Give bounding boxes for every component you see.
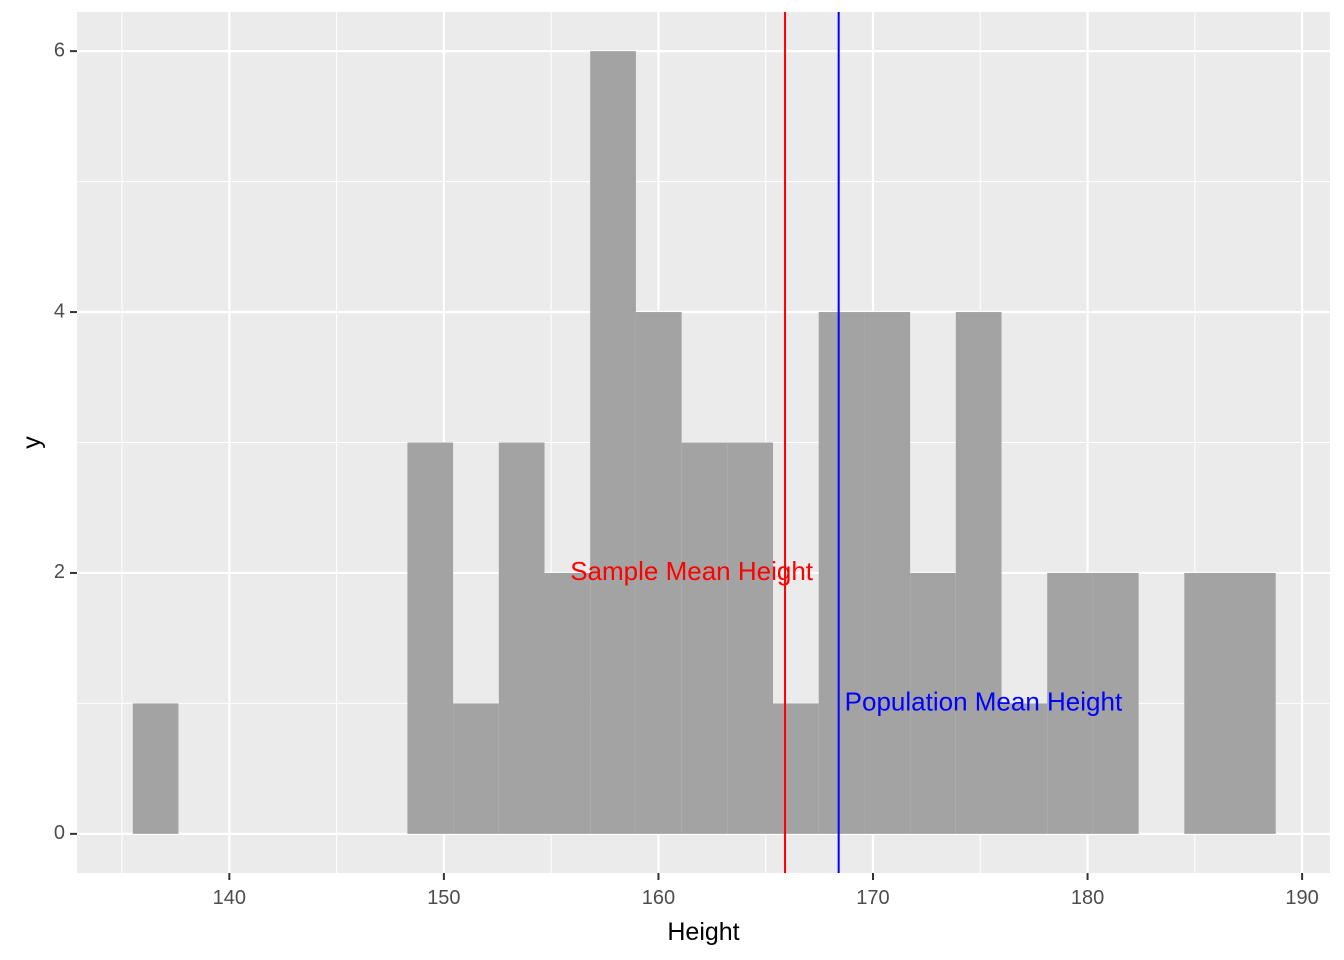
histogram-bar bbox=[1047, 572, 1093, 834]
histogram-bars bbox=[132, 51, 1276, 834]
histogram-bar bbox=[635, 312, 682, 834]
histogram-bar bbox=[1230, 572, 1276, 834]
histogram-bar bbox=[453, 703, 499, 834]
histogram-bar bbox=[818, 312, 865, 834]
y-axis-title: y bbox=[18, 436, 46, 449]
y-tick-label: 6 bbox=[54, 39, 65, 61]
mean-lines bbox=[784, 12, 840, 873]
x-tick-label: 150 bbox=[427, 887, 460, 909]
y-axis-ticks: 0 2 4 6 bbox=[54, 39, 77, 844]
x-tick-label: 160 bbox=[642, 887, 675, 909]
histogram-bar bbox=[590, 51, 636, 834]
sample-mean-label: Sample Mean Height bbox=[570, 556, 814, 586]
y-tick-label: 2 bbox=[54, 561, 65, 583]
histogram-bar bbox=[864, 312, 911, 834]
histogram-bar bbox=[773, 703, 819, 834]
population-mean-label: Population Mean Height bbox=[845, 686, 1123, 716]
x-tick-label: 140 bbox=[213, 887, 246, 909]
histogram-bar bbox=[1184, 572, 1231, 834]
histogram-bar bbox=[498, 442, 545, 834]
histogram-bar bbox=[1092, 572, 1139, 834]
histogram-bar bbox=[955, 312, 1002, 834]
x-tick-label: 170 bbox=[856, 887, 889, 909]
x-tick-label: 180 bbox=[1071, 887, 1104, 909]
y-tick-label: 4 bbox=[54, 300, 65, 322]
histogram-bar bbox=[1001, 703, 1048, 834]
histogram-bar bbox=[407, 442, 454, 834]
x-axis-ticks: 140 150 160 170 180 190 bbox=[213, 873, 1319, 909]
histogram-bar bbox=[544, 572, 591, 834]
x-axis-title: Height bbox=[667, 918, 739, 946]
histogram-bar bbox=[910, 572, 956, 834]
y-tick-label: 0 bbox=[54, 822, 65, 844]
x-tick-label: 190 bbox=[1285, 887, 1318, 909]
histogram-bar bbox=[132, 703, 179, 834]
histogram-bar bbox=[727, 442, 774, 834]
histogram-bar bbox=[681, 442, 728, 834]
mean-annotations: Sample Mean Height Population Mean Height bbox=[570, 556, 1123, 716]
